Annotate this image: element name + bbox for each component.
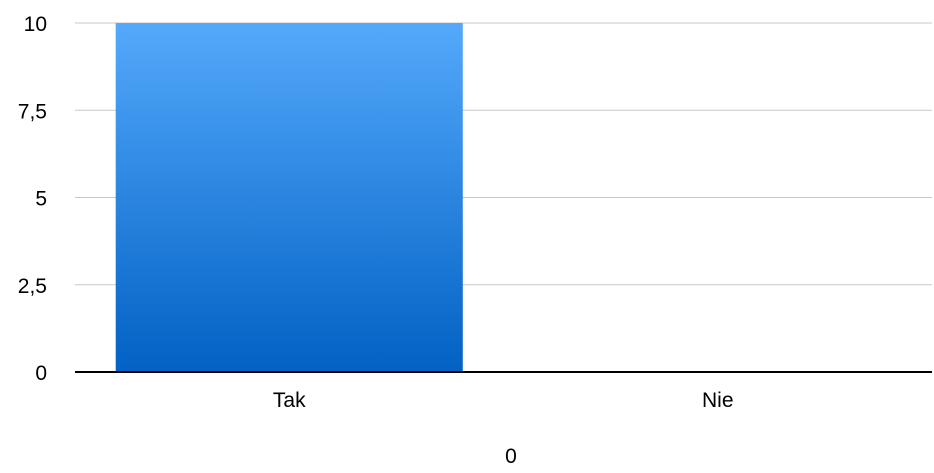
x-tick-label: Tak — [273, 389, 306, 412]
x-tick-label: Nie — [702, 389, 734, 412]
y-tick-label: 5 — [35, 188, 47, 211]
x-axis-title: 0 — [505, 445, 517, 468]
y-tick-label: 2,5 — [18, 275, 47, 298]
y-tick-label: 10 — [24, 13, 47, 36]
bars — [115, 23, 463, 372]
bar-tak — [115, 23, 463, 372]
y-tick-label: 7,5 — [18, 100, 47, 123]
labels: 0 0 2,5 5 7,5 10 Tak Nie — [18, 13, 734, 468]
y-tick-label: 0 — [35, 362, 47, 385]
